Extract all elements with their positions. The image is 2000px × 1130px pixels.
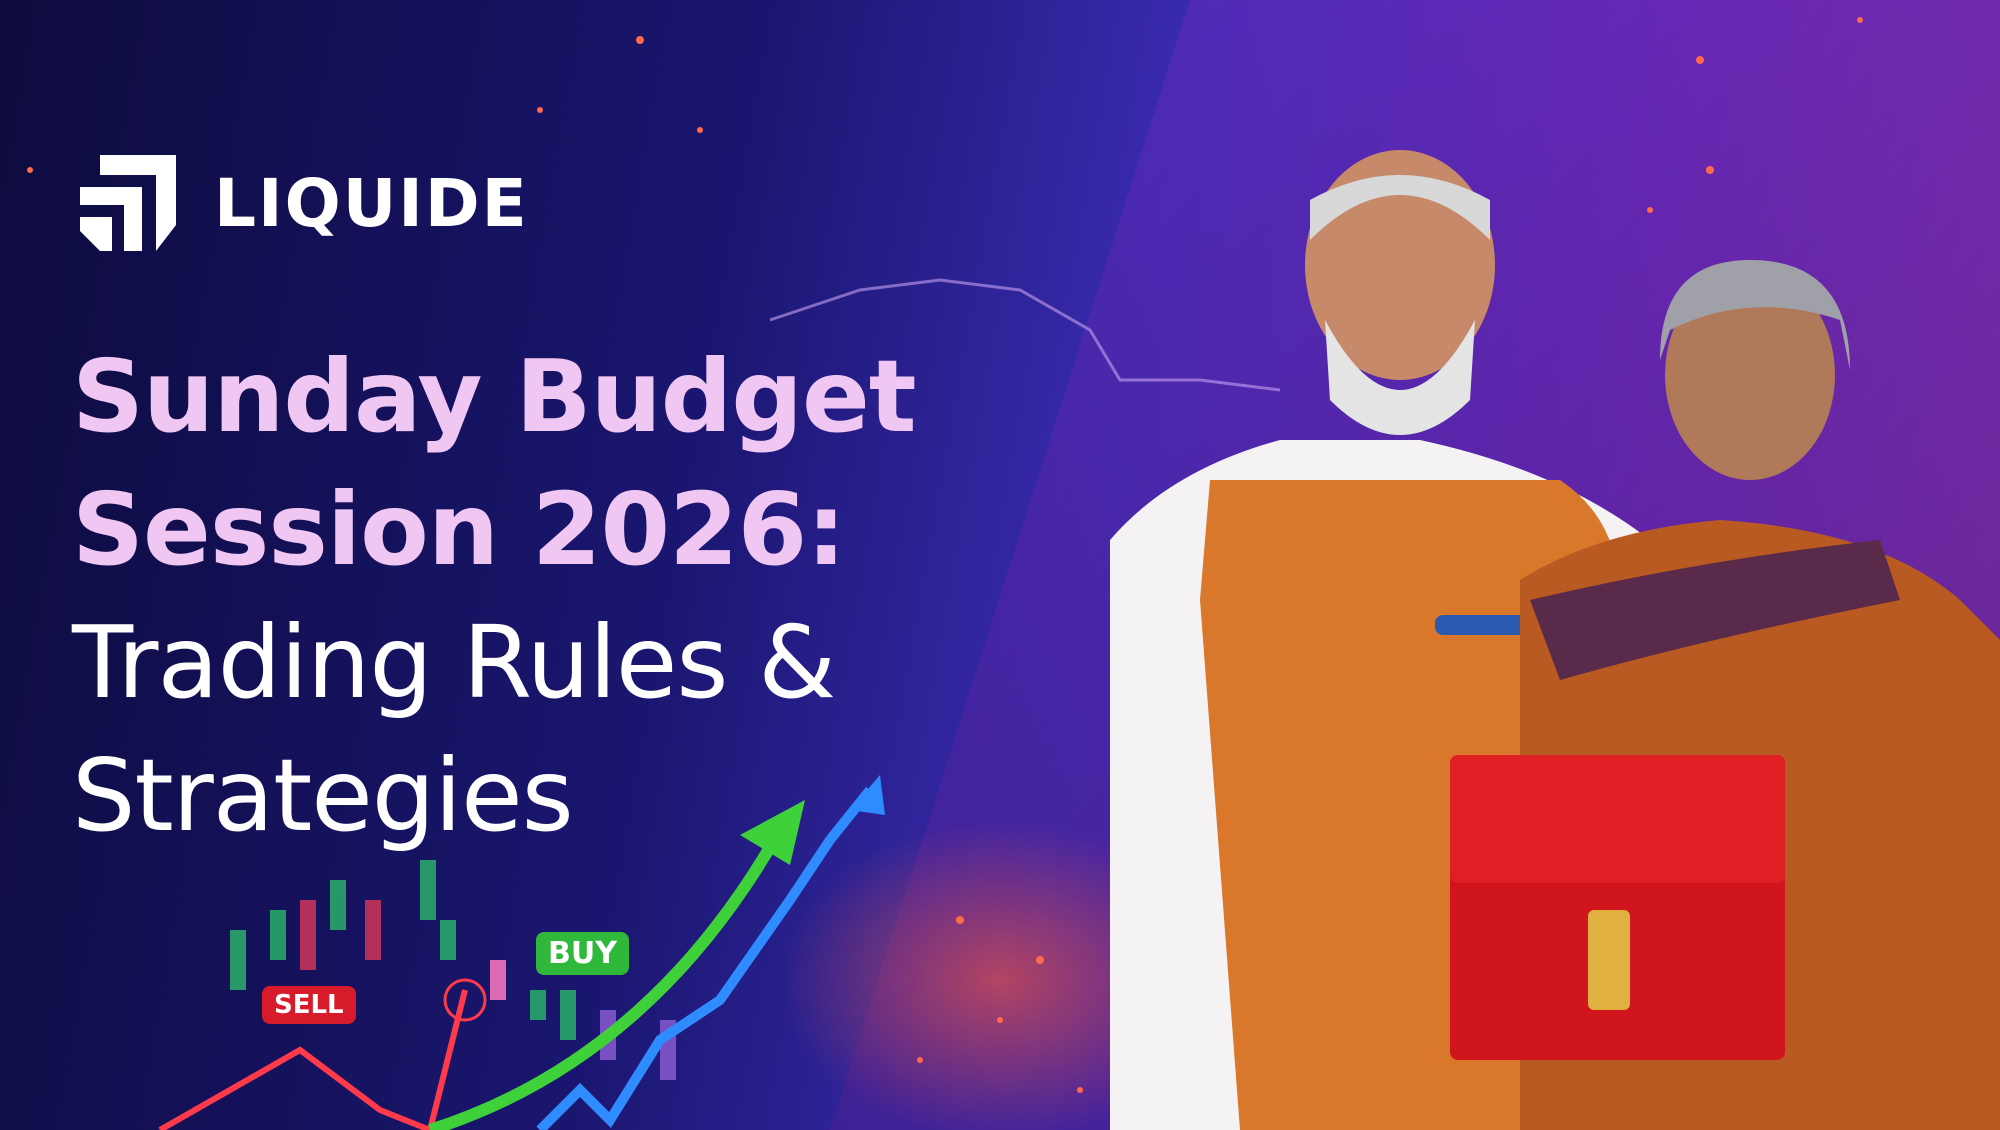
brand-name: LIQUIDE <box>214 164 529 242</box>
headline-line-4: Strategies <box>72 737 574 854</box>
headline-line-1: Sunday Budget <box>72 338 917 455</box>
red-trend-line <box>158 989 468 1130</box>
candlestick-background <box>230 860 676 1080</box>
sparkles <box>27 17 1863 1093</box>
sell-badge: SELL <box>262 986 356 1024</box>
liquide-logo-icon <box>80 155 176 251</box>
blue-arrow <box>536 786 874 1130</box>
headline-line-3: Trading Rules & <box>72 604 836 721</box>
green-arrow-head <box>740 800 805 865</box>
background-market-line <box>769 278 1281 392</box>
headline: Sunday Budget Session 2026: Trading Rule… <box>72 330 917 862</box>
buy-badge: BUY <box>536 932 629 975</box>
blue-arrow-head <box>850 775 885 815</box>
sparkle-glow <box>780 820 1220 1130</box>
highlight-circle <box>443 978 487 1022</box>
headline-line-2: Session 2026: <box>72 471 846 588</box>
green-arrow <box>428 827 786 1130</box>
brand-logo: LIQUIDE <box>80 155 529 251</box>
red-budget-briefcase <box>1450 755 1785 1060</box>
